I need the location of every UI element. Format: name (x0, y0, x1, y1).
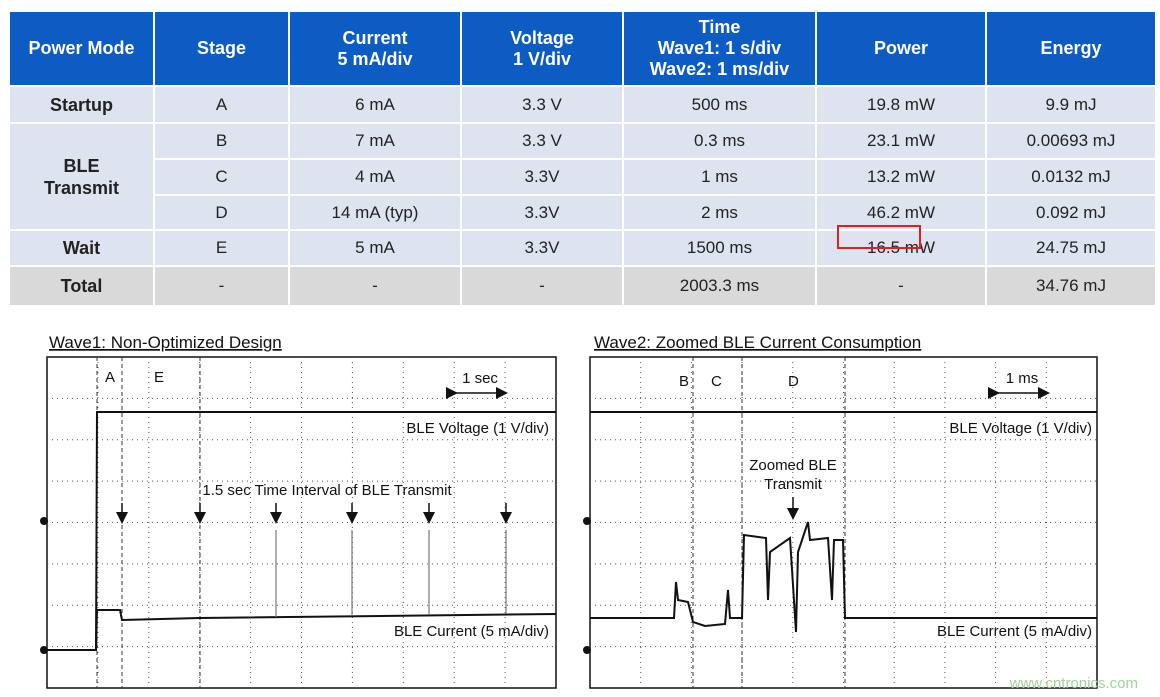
table-cell: - (460, 265, 624, 307)
table-cell: - (288, 265, 462, 307)
table-cell: 0.3 ms (622, 122, 817, 160)
table-cell: D (153, 194, 290, 231)
stage-label: D (788, 373, 799, 390)
power-table: Power Mode Stage Current 5 mA/div Voltage 1 V… (8, 10, 1157, 307)
interval-label: 1.5 sec Time Interval of BLE Transmit (202, 482, 452, 499)
cell-text: Current (342, 27, 408, 48)
table-row: Startup A 6 mA 3.3 V 500 ms 19.8 mW 9.9 mJ (8, 85, 1157, 124)
table-cell: 3.3V (460, 194, 624, 231)
cell-text: Transmit (43, 177, 120, 198)
header-cell: Energy (985, 10, 1157, 87)
table-body: Startup A 6 mA 3.3 V 500 ms 19.8 mW 9.9 mJ BLE T… (8, 85, 1157, 307)
header-cell: Power (815, 10, 987, 87)
table-cell: 9.9 mJ (985, 85, 1157, 124)
voltage-label: BLE Voltage (1 V/div) (406, 420, 549, 437)
stage-label: A (105, 369, 115, 386)
scale-label: 1 ms (1006, 370, 1039, 387)
table-cell: 6 mA (288, 85, 462, 124)
cell-text: Wait (62, 238, 101, 258)
table-cell: C (153, 158, 290, 196)
table-cell: 1 ms (622, 158, 817, 196)
table-cell: 500 ms (622, 85, 817, 124)
table-cell: 3.3 V (460, 122, 624, 160)
table-cell: B (153, 122, 290, 160)
cell-text: Wave2: 1 ms/div (649, 59, 790, 79)
cell-text: Startup (50, 94, 113, 115)
header-cell: Stage (153, 10, 290, 87)
table-row: Total - - -2003.3 ms -34.76 mJ (8, 265, 1157, 307)
table-cell: 3.3V (460, 229, 624, 267)
header-cell: Current 5 mA/div (288, 10, 462, 87)
table-cell: 7 mA (288, 122, 462, 160)
table-cell: 14 mA (typ) (288, 194, 462, 231)
cell-text: Stage (196, 38, 247, 58)
mode-cell: Wait (8, 229, 155, 267)
cell-text: Time (698, 17, 741, 37)
table-cell: 5 mA (288, 229, 462, 267)
wave1-title: Wave1: Non-Optimized Design (49, 333, 282, 352)
wave2-scope: Wave2: Zoomed BLE Current Consumption B … (583, 333, 1098, 689)
table-cell: 4 mA (288, 158, 462, 196)
cell-text: 5 mA/div (337, 48, 413, 69)
stage-label: C (711, 373, 722, 390)
cell-text: Wave1: 1 s/div (657, 38, 782, 58)
stage-label: E (154, 369, 164, 386)
table-cell: E (153, 229, 290, 267)
mode-cell: Startup (8, 85, 155, 124)
stage-label: B (679, 373, 689, 390)
table-cell: 34.76 mJ (985, 265, 1157, 307)
table-row: BLE Transmit B 7 mA 3.3 V 0.3 ms 23.1 mW 0.0069… (8, 122, 1157, 231)
wave2-title: Wave2: Zoomed BLE Current Consumption (594, 333, 921, 352)
table-cell: 2 ms (622, 194, 817, 231)
voltage-label: BLE Voltage (1 V/div) (949, 420, 1092, 437)
cell-text: Energy (1040, 38, 1102, 58)
current-label: BLE Current (5 mA/div) (937, 623, 1092, 640)
cell-text: Total (60, 276, 103, 296)
table-cell: A (153, 85, 290, 124)
mode-cell: Total (8, 265, 155, 307)
current-label: BLE Current (5 mA/div) (394, 623, 549, 640)
table-cell: 1500 ms (622, 229, 817, 267)
header-cell: Voltage 1 V/div (460, 10, 624, 87)
cell-text: Power Mode (28, 38, 135, 58)
header-cell: Power Mode (8, 10, 155, 87)
table-cell: - (815, 265, 987, 307)
cell-text: 1 V/div (512, 48, 572, 69)
zoom-label: Zoomed BLE (749, 457, 837, 474)
table-cell: 3.3V (460, 158, 624, 196)
highlight-box (837, 225, 921, 249)
watermark: www.cntronics.com (1009, 675, 1138, 692)
header-row: Power Mode Stage Current 5 mA/div Voltage 1 V… (8, 10, 1157, 87)
table-cell: 19.8 mW (815, 85, 987, 124)
table-cell: 24.75 mJ (985, 229, 1157, 267)
header-cell: Time Wave1: 1 s/div Wave2: 1 ms/div (622, 10, 817, 87)
wave1-scope: Wave1: Non-Optimized Design A E 1 sec BL… (40, 333, 557, 689)
table-row: D 14 mA (typ) 3.3V 2 ms 46.2 mW 0.092 mJ (9, 194, 1157, 231)
table-row: Wait E 5 mA 3.3V 1500 ms 16.5 mW 24.75 mJ (8, 229, 1157, 267)
cell-text: Power (873, 38, 929, 58)
cell-text: Voltage (510, 27, 574, 48)
table-cell: 13.2 mW (815, 158, 987, 196)
table-cell: - (153, 265, 290, 307)
table-cell: 46.2 mW (815, 194, 987, 231)
cell-text: BLE (63, 155, 100, 176)
table-cell: 23.1 mW (815, 122, 987, 160)
zoom-label: Transmit (764, 476, 823, 493)
scale-label: 1 sec (462, 370, 498, 387)
mode-cell: BLE Transmit (8, 122, 155, 231)
table-cell: 0.0132 mJ (985, 158, 1157, 196)
table-cell: 2003.3 ms (622, 265, 817, 307)
table-cell: 0.092 mJ (985, 194, 1157, 231)
table-cell: 3.3 V (460, 85, 624, 124)
table-cell: 0.00693 mJ (985, 122, 1157, 160)
